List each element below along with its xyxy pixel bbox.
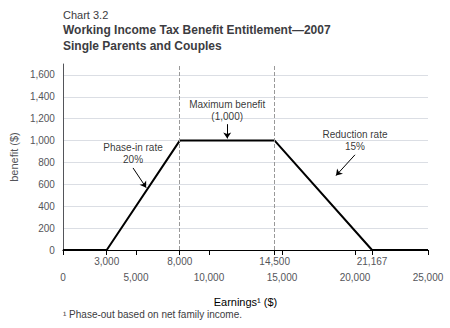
svg-text:Phase-in rate: Phase-in rate <box>103 142 163 153</box>
svg-text:8,000: 8,000 <box>167 256 192 267</box>
svg-text:0: 0 <box>60 272 66 283</box>
svg-text:Chart 3.2: Chart 3.2 <box>63 9 108 21</box>
svg-text:1,200: 1,200 <box>30 113 55 124</box>
svg-text:400: 400 <box>38 201 55 212</box>
svg-text:3,000: 3,000 <box>94 256 119 267</box>
svg-text:Single Parents and Couples: Single Parents and Couples <box>63 39 222 53</box>
svg-text:5,000: 5,000 <box>123 272 148 283</box>
svg-text:Earnings¹ ($): Earnings¹ ($) <box>214 296 278 308</box>
svg-text:Reduction rate: Reduction rate <box>322 129 387 140</box>
svg-text:200: 200 <box>38 223 55 234</box>
svg-text:15,000: 15,000 <box>267 272 298 283</box>
svg-text:0: 0 <box>49 245 55 256</box>
svg-text:600: 600 <box>38 179 55 190</box>
svg-text:800: 800 <box>38 157 55 168</box>
svg-text:Working Income Tax Benefit Ent: Working Income Tax Benefit Entitlement—2… <box>63 23 331 37</box>
svg-text:1,000: 1,000 <box>30 135 55 146</box>
svg-text:14,500: 14,500 <box>259 256 290 267</box>
svg-text:10,000: 10,000 <box>194 272 225 283</box>
svg-text:¹ Phase-out based on net famil: ¹ Phase-out based on net family income. <box>63 309 242 320</box>
svg-text:20,000: 20,000 <box>340 272 371 283</box>
svg-text:15%: 15% <box>345 141 365 152</box>
svg-text:20%: 20% <box>123 154 143 165</box>
svg-text:21,167: 21,167 <box>357 256 388 267</box>
svg-text:1,600: 1,600 <box>30 69 55 80</box>
svg-text:Maximum benefit: Maximum benefit <box>189 99 265 110</box>
svg-text:benefit ($): benefit ($) <box>8 132 20 182</box>
svg-text:(1,000): (1,000) <box>211 111 243 122</box>
svg-text:25,000: 25,000 <box>413 272 444 283</box>
svg-text:1,400: 1,400 <box>30 91 55 102</box>
